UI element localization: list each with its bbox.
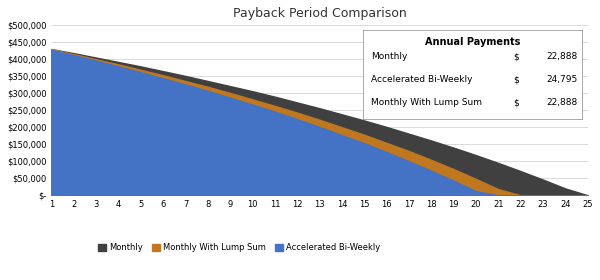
Title: Payback Period Comparison: Payback Period Comparison [233, 7, 406, 20]
Legend: Monthly, Monthly With Lump Sum, Accelerated Bi-Weekly: Monthly, Monthly With Lump Sum, Accelera… [95, 240, 384, 256]
